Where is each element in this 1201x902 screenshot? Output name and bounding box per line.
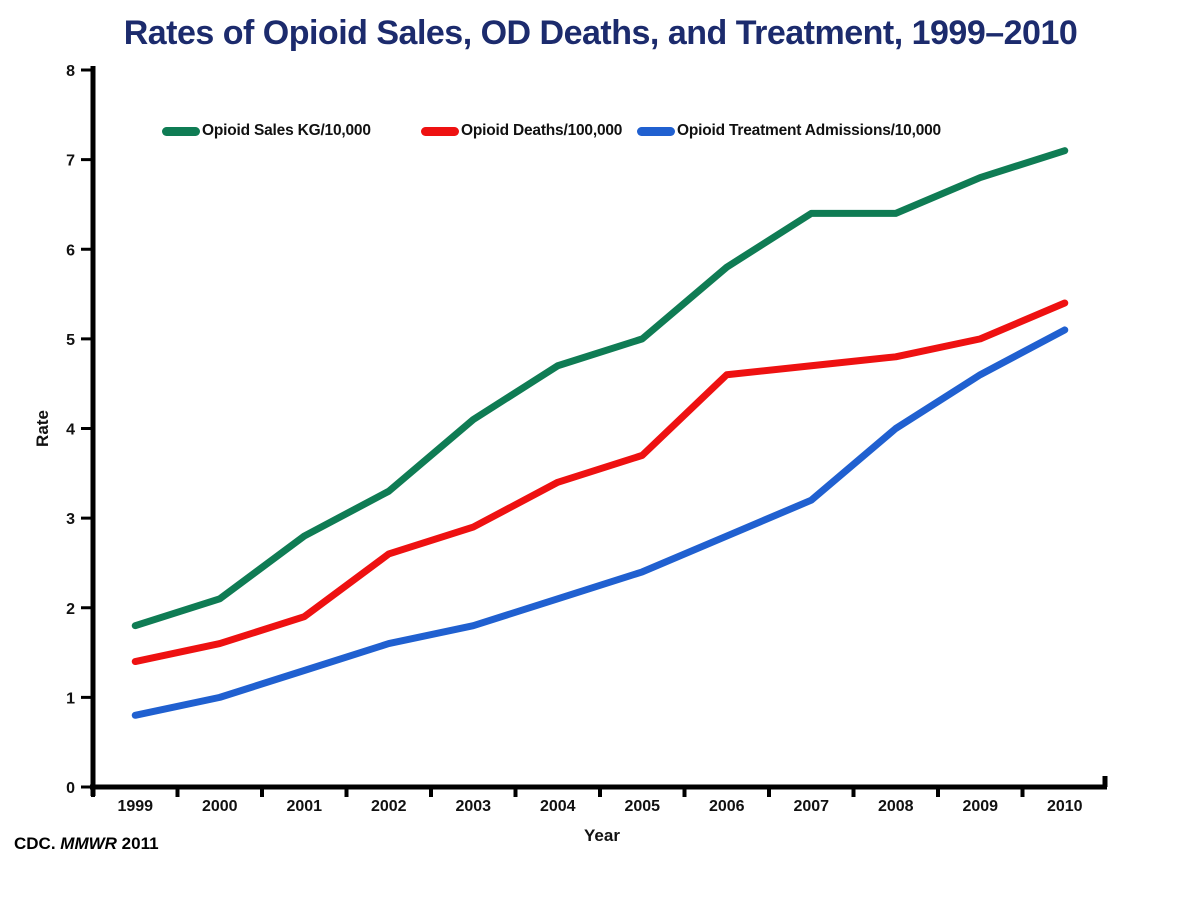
source-journal: MMWR [60, 834, 117, 853]
x-tick-label: 2009 [962, 798, 998, 815]
y-tick-label: 5 [66, 332, 75, 349]
legend-swatch-deaths-icon [421, 126, 459, 136]
legend-item-opioid-deaths: Opioid Deaths/100,000 [421, 120, 622, 142]
y-tick-label: 6 [66, 242, 75, 259]
x-tick-label: 2000 [202, 798, 238, 815]
x-tick-label: 2002 [371, 798, 407, 815]
x-tick-label: 2008 [878, 798, 914, 815]
y-tick-label: 1 [66, 690, 75, 707]
legend-swatch-treatment-icon [637, 126, 675, 136]
x-tick-label: 2010 [1047, 798, 1083, 815]
x-tick-label: 2001 [286, 798, 322, 815]
chart-title: Rates of Opioid Sales, OD Deaths, and Tr… [123, 14, 1078, 52]
x-axis-title: Year [584, 826, 620, 845]
y-tick-label: 2 [66, 601, 75, 618]
source-year: 2011 [116, 834, 159, 853]
x-tick-label: 2006 [709, 798, 745, 815]
y-tick-label: 7 [66, 153, 75, 170]
legend-item-opioid-sales: Opioid Sales KG/10,000 [162, 120, 371, 142]
y-tick-label: 8 [66, 63, 75, 80]
y-tick-label: 4 [66, 422, 75, 439]
x-tick-label: 1999 [117, 798, 153, 815]
x-tick-label: 2005 [624, 798, 660, 815]
x-tick-label: 2007 [793, 798, 829, 815]
source-citation: CDC. MMWR 2011 [14, 834, 159, 854]
series-line-treatment [131, 326, 1069, 719]
x-tick-label: 2004 [540, 798, 576, 815]
legend-label-opioid-sales: Opioid Sales KG/10,000 [202, 122, 371, 139]
series-line-sales [131, 147, 1069, 630]
y-axis-title: Rate [33, 410, 52, 447]
legend-swatch-sales-icon [162, 126, 200, 136]
legend-label-opioid-treatment: Opioid Treatment Admissions/10,000 [677, 122, 941, 139]
source-prefix: CDC. [14, 834, 61, 853]
legend-label-opioid-deaths: Opioid Deaths/100,000 [461, 122, 623, 139]
x-tick-label: 2003 [455, 798, 491, 815]
series-line-deaths [131, 299, 1069, 666]
y-tick-label: 3 [66, 511, 75, 528]
y-tick-label: 0 [66, 780, 75, 797]
legend-item-opioid-treatment: Opioid Treatment Admissions/10,000 [637, 120, 941, 142]
